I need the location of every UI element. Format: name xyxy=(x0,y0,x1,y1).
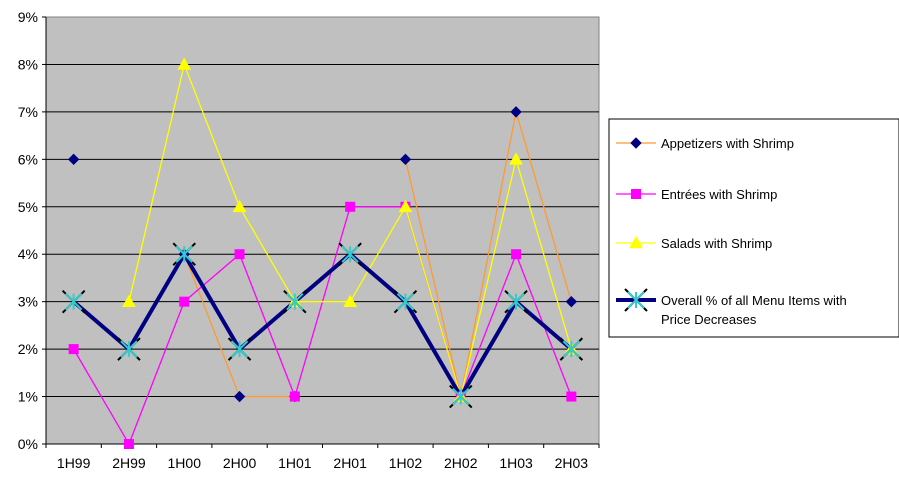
data-point xyxy=(345,201,356,212)
data-point xyxy=(398,199,413,213)
y-tick-label: 7% xyxy=(18,104,38,120)
series-layer xyxy=(61,57,584,449)
data-point xyxy=(399,153,412,166)
x-tick-label: 1H00 xyxy=(168,455,202,471)
data-point xyxy=(283,289,307,314)
x-tick-label: 2H00 xyxy=(223,455,257,471)
data-point xyxy=(234,249,245,260)
legend-label: Overall % of all Menu Items with xyxy=(661,293,847,308)
data-point xyxy=(177,57,192,70)
data-point xyxy=(511,249,522,260)
data-point xyxy=(393,289,418,314)
data-point xyxy=(624,288,648,312)
legend-label: Salads with Shrimp xyxy=(661,236,772,251)
data-point xyxy=(510,106,522,118)
data-point xyxy=(559,337,584,361)
data-point xyxy=(504,289,528,314)
data-point xyxy=(509,152,523,165)
data-point xyxy=(343,294,357,307)
data-point xyxy=(338,242,362,266)
x-tick-label: 2H01 xyxy=(333,455,367,471)
data-point xyxy=(68,344,79,355)
y-tick-label: 6% xyxy=(18,151,38,167)
data-point xyxy=(67,153,80,166)
x-tick-label: 2H99 xyxy=(112,455,146,471)
legend-label: Entrées with Shrimp xyxy=(661,187,777,202)
y-tick-label: 5% xyxy=(18,199,38,215)
data-point xyxy=(631,189,641,199)
data-point xyxy=(630,137,642,149)
y-tick-label: 0% xyxy=(18,436,38,452)
plot-area xyxy=(45,16,600,445)
data-point xyxy=(227,337,252,361)
legend-box xyxy=(608,118,899,338)
series-line xyxy=(72,252,573,399)
x-tick-label: 2H03 xyxy=(555,455,589,471)
data-point xyxy=(566,391,577,402)
y-tick-label: 3% xyxy=(18,294,38,310)
data-point xyxy=(289,391,300,402)
y-tick-label: 9% xyxy=(18,9,38,25)
x-tick-label: 1H03 xyxy=(499,455,533,471)
legend-label: Appetizers with Shrimp xyxy=(661,136,794,151)
data-point xyxy=(122,294,136,307)
legend: Appetizers with Shrimp Entrées with Shrim… xyxy=(608,118,899,338)
series-markers-3 xyxy=(61,242,584,409)
series-3 xyxy=(72,252,573,399)
data-point xyxy=(61,289,86,314)
data-point xyxy=(565,295,578,308)
data-point xyxy=(629,235,643,249)
data-point xyxy=(117,337,141,361)
data-point xyxy=(449,384,473,409)
data-point xyxy=(233,390,246,403)
x-tick-label: 1H02 xyxy=(389,455,423,471)
data-point xyxy=(232,199,247,213)
x-tick-label: 1H01 xyxy=(278,455,312,471)
y-axis: 0% 1% 2% 3% 4% 5% 6% 7% 8% 9% xyxy=(18,9,47,452)
data-point xyxy=(172,242,196,266)
series-line xyxy=(404,111,572,398)
data-point xyxy=(179,296,190,307)
x-tick-label: 1H99 xyxy=(57,455,91,471)
y-tick-label: 2% xyxy=(18,341,38,357)
y-tick-label: 8% xyxy=(18,56,38,72)
legend-label: Price Decreases xyxy=(661,312,757,327)
y-tick-label: 1% xyxy=(18,389,38,405)
data-point xyxy=(123,439,134,449)
x-axis: 1H99 2H99 1H00 2H00 1H01 2H01 1H02 2H02 1H03 2H03 xyxy=(45,443,600,471)
x-tick-label: 2H02 xyxy=(444,455,478,471)
y-tick-label: 4% xyxy=(18,246,38,262)
